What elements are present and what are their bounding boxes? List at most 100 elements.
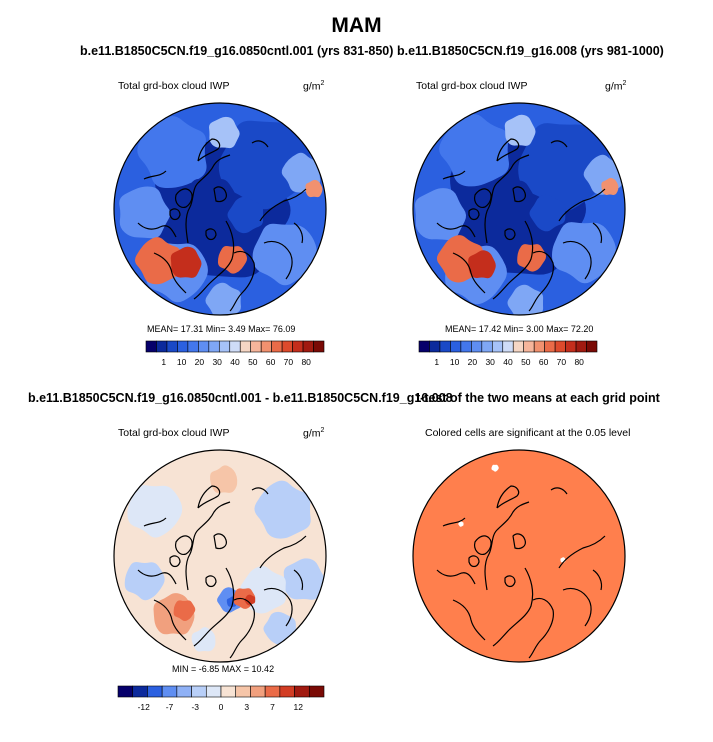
map4-boundary: [412, 449, 626, 663]
map2-coastline-14: [504, 228, 516, 241]
map2-coastline-13: [592, 222, 603, 244]
colorbar1-box-3: [177, 340, 189, 353]
colorbar1-boxes: [145, 340, 325, 353]
colorbar3-tick-label-5: 7: [270, 702, 275, 712]
colorbar1-box-13: [281, 340, 293, 353]
map4-coastline-14: [504, 575, 516, 588]
map3-field-cell-1: [254, 480, 311, 539]
map1-coastline-12: [169, 208, 181, 221]
colorbar1-tick-label-6: 60: [266, 357, 276, 367]
map3-coastline-13: [293, 569, 304, 591]
colorbar2-tick-label-6: 60: [539, 357, 549, 367]
colorbar1-box-12: [271, 340, 283, 353]
map4-coastline-2: [496, 485, 520, 509]
colorbar2-box-4: [460, 340, 472, 353]
map1-field-cell-8: [134, 237, 181, 285]
map2-field-cell-11: [507, 284, 544, 315]
colorbar1-box-8: [229, 340, 241, 353]
colorbar-panel-1: 1 10 20 30 40 50 60 70 80: [145, 340, 325, 367]
map1-coastlines: [137, 138, 307, 312]
map-panel-2: [412, 102, 626, 316]
map3-boundary: [113, 449, 327, 663]
map3-coastlines: [137, 485, 307, 659]
colorbar2-box-11: [533, 340, 545, 353]
map3-coastline-14: [205, 575, 217, 588]
colorbar1-box-0: [145, 340, 157, 353]
map2-field-cell-13: [483, 180, 538, 233]
map2-coastline-6: [562, 240, 592, 280]
map3-coastline-9: [153, 599, 187, 641]
map3-field-cell-2: [283, 558, 325, 600]
map1-coastline-13: [293, 222, 304, 244]
map1-coastline-5: [259, 188, 307, 222]
map3-field-cell-13: [263, 611, 296, 645]
map4-coastline-9: [452, 599, 486, 641]
panel3-stats: MIN = -6.85 MAX = 10.42: [172, 664, 275, 674]
map2-field-cell-9: [468, 250, 496, 279]
colorbar1-box-10: [250, 340, 262, 353]
map3-coastline-0: [185, 501, 231, 591]
map1-coastline-10: [251, 140, 269, 148]
colorbar2-tick-label-4: 40: [503, 357, 513, 367]
map4-coastline-4: [528, 597, 554, 659]
colorbar2-box-0: [418, 340, 430, 353]
map3-coastline-10: [251, 487, 269, 495]
map2-coastline-4: [528, 250, 554, 312]
colorbar3-box-2: [147, 685, 163, 698]
colorbar3-box-6: [205, 685, 222, 698]
panel1-stats: MEAN= 17.31 Min= 3.49 Max= 76.09: [147, 324, 296, 334]
colorbar2-ticks: 1 10 20 30 40 50 60 70 80: [434, 357, 584, 367]
panel3-units-label: g/m2: [303, 427, 325, 440]
panel3-case-title: b.e11.B1850C5CN.f19_g16.0850cntl.001 - b…: [28, 391, 453, 405]
map1-boundary: [113, 102, 327, 316]
map4-coastline-8: [442, 517, 466, 527]
map3-field-cell-0: [127, 485, 183, 538]
map4-coastline-10: [550, 487, 568, 495]
colorbar3-box-3: [161, 685, 178, 698]
colorbar1-box-5: [198, 340, 210, 353]
map4-field-cell-0: [491, 464, 499, 472]
colorbar1-tick-label-8: 80: [301, 357, 311, 367]
map1-coastline-9: [153, 252, 187, 294]
map1-coastline-2: [197, 138, 221, 162]
map3-field-cell-10: [244, 594, 256, 606]
colorbar2-box-13: [554, 340, 566, 353]
map-panel-4: [412, 449, 626, 663]
colorbar1-tick-label-2: 20: [195, 357, 205, 367]
map2-coastline-5: [558, 188, 606, 222]
panel1-units-label: g/m2: [303, 80, 325, 93]
map2-field-cell-12: [601, 177, 619, 196]
colorbar2-box-1: [429, 340, 441, 353]
map2-coastline-10: [550, 140, 568, 148]
colorbar1-tick-label-7: 70: [284, 357, 294, 367]
colorbar3-tick-label-4: 3: [244, 702, 249, 712]
colorbar3-ticks: -12 -7 -3 0 3 7 12: [138, 702, 304, 712]
colorbar2-box-6: [481, 340, 493, 353]
map1-field-cell-3: [119, 186, 171, 239]
map2-coastline-11: [512, 186, 526, 203]
map2-coastline-12: [468, 208, 480, 221]
map3-field-cell-11: [210, 465, 238, 493]
map-panel-1: [113, 102, 327, 316]
map4-coastline-13: [592, 569, 603, 591]
map1-field-cell-13: [184, 178, 239, 231]
map4-coastline-7: [436, 569, 476, 585]
map1-coastline-0: [185, 154, 231, 244]
colorbar1-tick-label-1: 10: [177, 357, 187, 367]
panel2-case-title: b.e11.B1850C5CN.f19_g16.008 (yrs 981-100…: [397, 44, 664, 58]
map4-coastline-12: [468, 555, 480, 568]
map4-coastline-3: [492, 567, 534, 647]
colorbar3-boxes: [117, 685, 325, 698]
map1-field-cell-11: [205, 282, 241, 315]
colorbar2-box-5: [471, 340, 483, 353]
map4-coastline-1: [474, 535, 492, 555]
map-panel-3: [113, 449, 327, 663]
map2-field-cell-2: [439, 114, 510, 187]
colorbar2-box-3: [450, 340, 462, 353]
panel4-subtitle: Colored cells are significant at the 0.0…: [425, 427, 631, 439]
colorbar3-box-5: [191, 685, 207, 698]
map2-coastline-1: [474, 188, 492, 208]
colorbar3-box-9: [250, 685, 266, 698]
colorbar3-box-10: [264, 685, 281, 698]
colorbar1-box-14: [292, 340, 304, 353]
